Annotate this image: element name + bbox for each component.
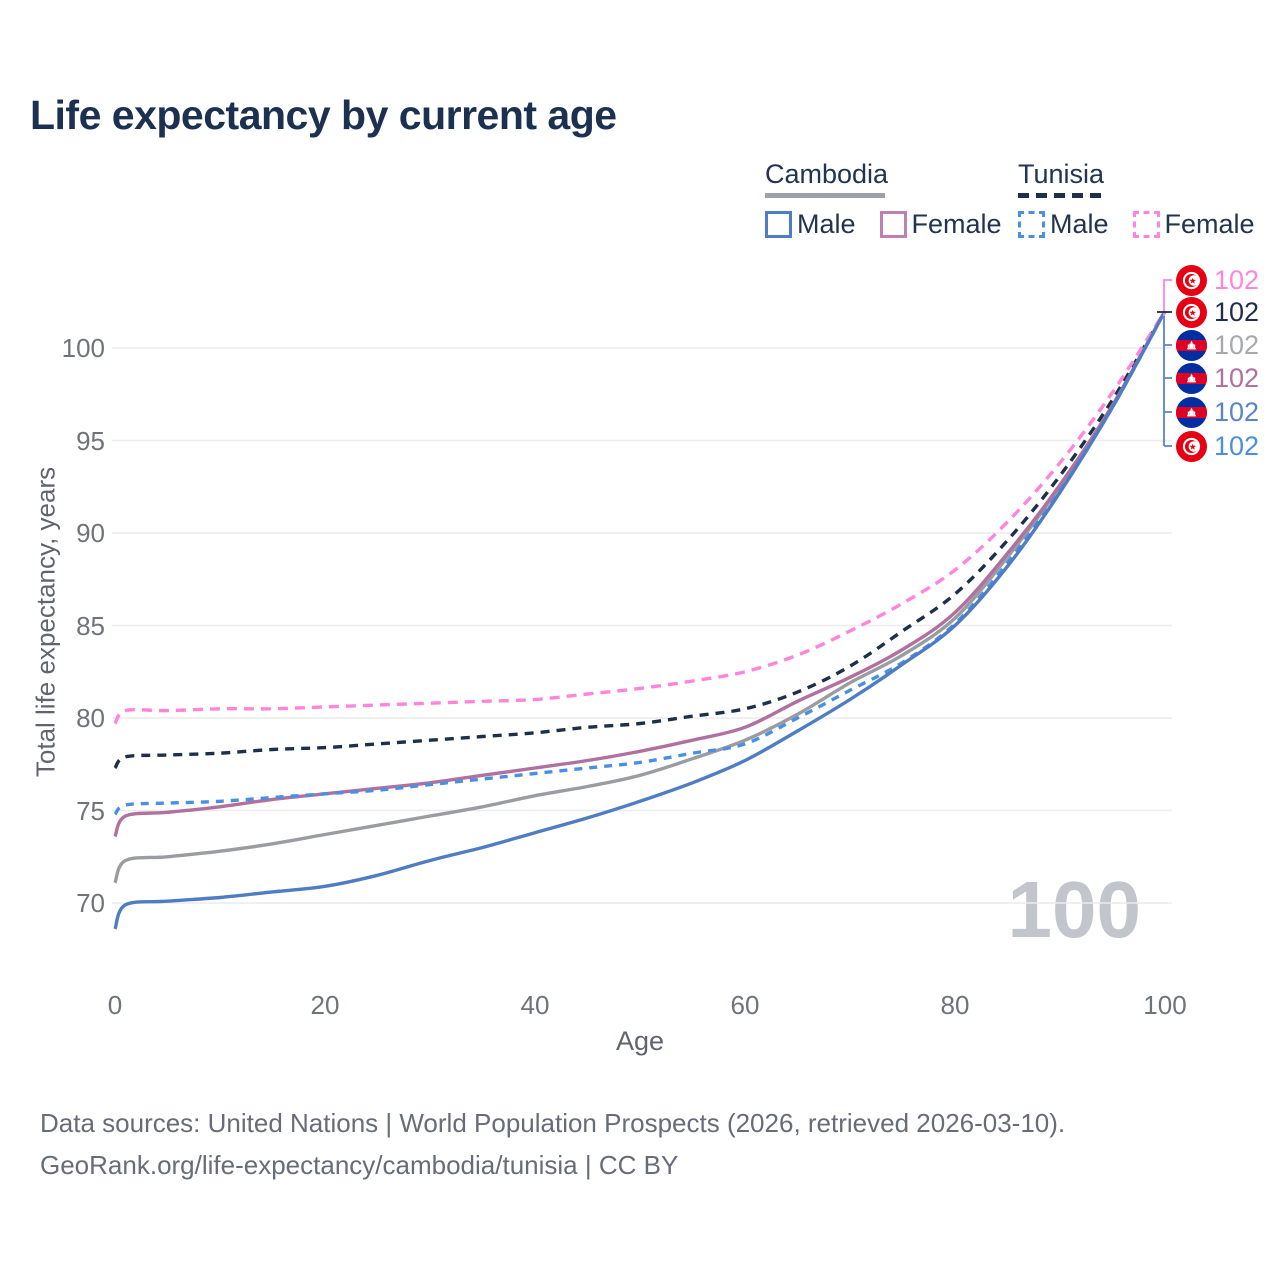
x-tick-label: 0	[107, 990, 123, 1020]
tunisia-male-swatch-icon	[1018, 210, 1045, 238]
end-value: 102	[1214, 396, 1260, 427]
series-line-tunisia-male	[113, 310, 1167, 816]
series-line-cambodia-both-sexes	[113, 310, 1167, 884]
leader-line-cambodia-group	[1163, 316, 1172, 447]
tunisia-flag-icon	[1176, 430, 1207, 462]
x-tick-label: 60	[730, 990, 760, 1020]
cambodia-flag-icon	[1176, 362, 1207, 394]
legend-country-cambodia: Cambodia	[765, 159, 889, 189]
cambodia-solid-line-swatch	[765, 192, 885, 198]
y-tick-label: 75	[76, 795, 105, 826]
end-label-cambodia-female: 102	[1176, 362, 1259, 394]
legend-label: Female	[911, 208, 1002, 239]
end-label-tunisia-male: 102	[1176, 430, 1259, 462]
y-tick-label: 80	[76, 703, 105, 733]
x-tick-label: 100	[1143, 990, 1187, 1020]
legend-label: Male	[1050, 208, 1109, 239]
end-value: 102	[1214, 362, 1260, 393]
legend-item-tunisia-female[interactable]: Female	[1132, 208, 1255, 240]
y-tick-label: 85	[76, 610, 105, 641]
x-axis-title: Age	[615, 1026, 665, 1056]
leader-line-tunisia-female	[1163, 279, 1172, 316]
end-label-cambodia-both-sexes: 102	[1176, 329, 1259, 361]
y-tick-label: 70	[76, 888, 105, 918]
cambodia-flag-icon	[1176, 329, 1207, 361]
age-counter-watermark: 100	[1007, 865, 1141, 954]
legend-item-cambodia-female[interactable]: Female	[879, 208, 1002, 240]
y-tick-label: 90	[76, 518, 105, 548]
end-label-tunisia-female: 102	[1176, 264, 1259, 296]
tunisia-dashed-line-swatch	[1018, 192, 1104, 198]
legend-label: Male	[797, 208, 856, 239]
y-tick-label: 100	[61, 333, 105, 363]
cambodia-male-swatch-icon	[765, 210, 792, 238]
attribution-note: GeoRank.org/life-expectancy/cambodia/tun…	[40, 1150, 679, 1180]
page-title: Life expectancy by current age	[30, 92, 617, 138]
legend-group-tunisia: Tunisia Male Female	[1018, 159, 1255, 240]
end-value: 102	[1214, 430, 1260, 461]
tunisia-female-swatch-icon	[1132, 210, 1160, 238]
end-value: 102	[1214, 264, 1260, 295]
end-value: 102	[1214, 329, 1260, 360]
cambodia-female-swatch-icon	[879, 210, 907, 238]
legend-group-cambodia: Cambodia Male Female	[765, 159, 1002, 240]
legend-item-tunisia-male[interactable]: Male	[1018, 209, 1109, 240]
legend-item-cambodia-male[interactable]: Male	[765, 209, 856, 240]
end-value: 102	[1214, 296, 1260, 327]
legend-country-tunisia: Tunisia	[1018, 159, 1105, 189]
x-tick-label: 40	[520, 990, 550, 1020]
tunisia-flag-icon	[1176, 296, 1207, 328]
x-tick-label: 20	[310, 990, 340, 1020]
cambodia-flag-icon	[1176, 396, 1207, 428]
end-label-tunisia-both-sexes: 102	[1176, 296, 1259, 328]
series-line-tunisia-both-sexes	[113, 310, 1167, 770]
tunisia-flag-icon	[1176, 264, 1207, 296]
end-label-cambodia-male: 102	[1176, 396, 1259, 428]
series-line-tunisia-female	[113, 310, 1167, 725]
y-tick-label: 95	[76, 425, 105, 456]
legend-label: Female	[1164, 208, 1255, 239]
series-line-cambodia-male	[113, 310, 1167, 930]
data-source-note: Data sources: United Nations | World Pop…	[40, 1108, 1066, 1138]
series-line-cambodia-female	[113, 310, 1167, 838]
x-tick-label: 80	[940, 990, 970, 1020]
